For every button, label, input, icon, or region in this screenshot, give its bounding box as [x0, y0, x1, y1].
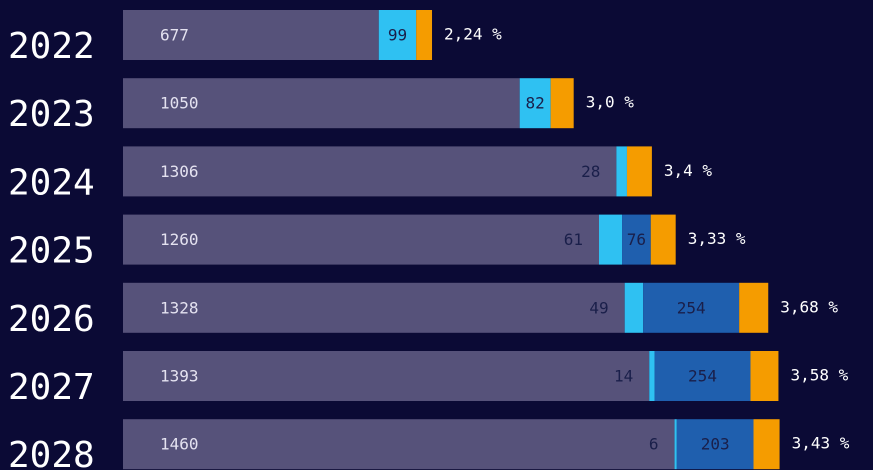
bar-segment: [750, 351, 779, 401]
bar-segment: [676, 419, 754, 470]
bar-segment: [622, 214, 651, 265]
bar-segment: [643, 282, 740, 333]
value-label: 14: [614, 367, 633, 386]
value-label: 254: [688, 367, 717, 386]
value-label: 76: [627, 230, 646, 249]
bar-segment: [123, 351, 650, 401]
value-label: 254: [677, 298, 706, 317]
rate-label: 3,33 %: [688, 229, 746, 248]
bar-segment: [123, 282, 625, 333]
bar-segment: [616, 146, 627, 197]
year-label: 2028: [8, 435, 95, 470]
bar-segment: [123, 78, 520, 129]
bar-segment: [550, 78, 574, 129]
bar-segment: [378, 10, 417, 60]
bar-segment: [626, 146, 652, 197]
value-label: 1050: [160, 94, 199, 113]
year-label: 2024: [8, 162, 95, 203]
value-label: 49: [589, 298, 608, 317]
value-label: 99: [388, 26, 407, 45]
year-label: 2023: [8, 94, 95, 135]
year-label: 2027: [8, 367, 95, 408]
year-label: 2025: [8, 231, 95, 272]
bar-segment: [123, 419, 675, 470]
bar-segment: [519, 78, 551, 129]
rate-label: 3,68 %: [780, 297, 838, 316]
rate-label: 3,0 %: [586, 93, 635, 112]
bar-segment: [416, 10, 433, 60]
rate-label: 3,58 %: [790, 366, 848, 385]
bar-segment: [624, 282, 644, 333]
bar-segment: [739, 282, 769, 333]
value-label: 6: [649, 435, 659, 454]
value-label: 1393: [160, 367, 199, 386]
bar-segment: [649, 351, 655, 401]
rate-label: 3,43 %: [792, 434, 850, 453]
year-label: 2022: [8, 26, 95, 67]
value-label: 61: [564, 230, 583, 249]
value-label: 1460: [160, 435, 199, 454]
bar-segment: [123, 10, 379, 60]
value-label: 677: [160, 26, 189, 45]
value-label: 82: [526, 94, 545, 113]
value-label: 1306: [160, 162, 199, 181]
value-label: 28: [581, 162, 600, 181]
bar-segment: [654, 351, 751, 401]
bar-segment: [123, 214, 599, 265]
bar-segment: [123, 146, 617, 197]
rate-label: 2,24 %: [444, 25, 502, 44]
bar-segment: [674, 419, 677, 470]
bar-segment: [753, 419, 780, 470]
bar-segment: [599, 214, 623, 265]
value-label: 1260: [160, 230, 199, 249]
value-label: 1328: [160, 298, 199, 317]
rate-label: 3,4 %: [664, 161, 713, 180]
bar-segment: [650, 214, 676, 265]
year-label: 2026: [8, 299, 95, 340]
value-label: 203: [701, 435, 730, 454]
